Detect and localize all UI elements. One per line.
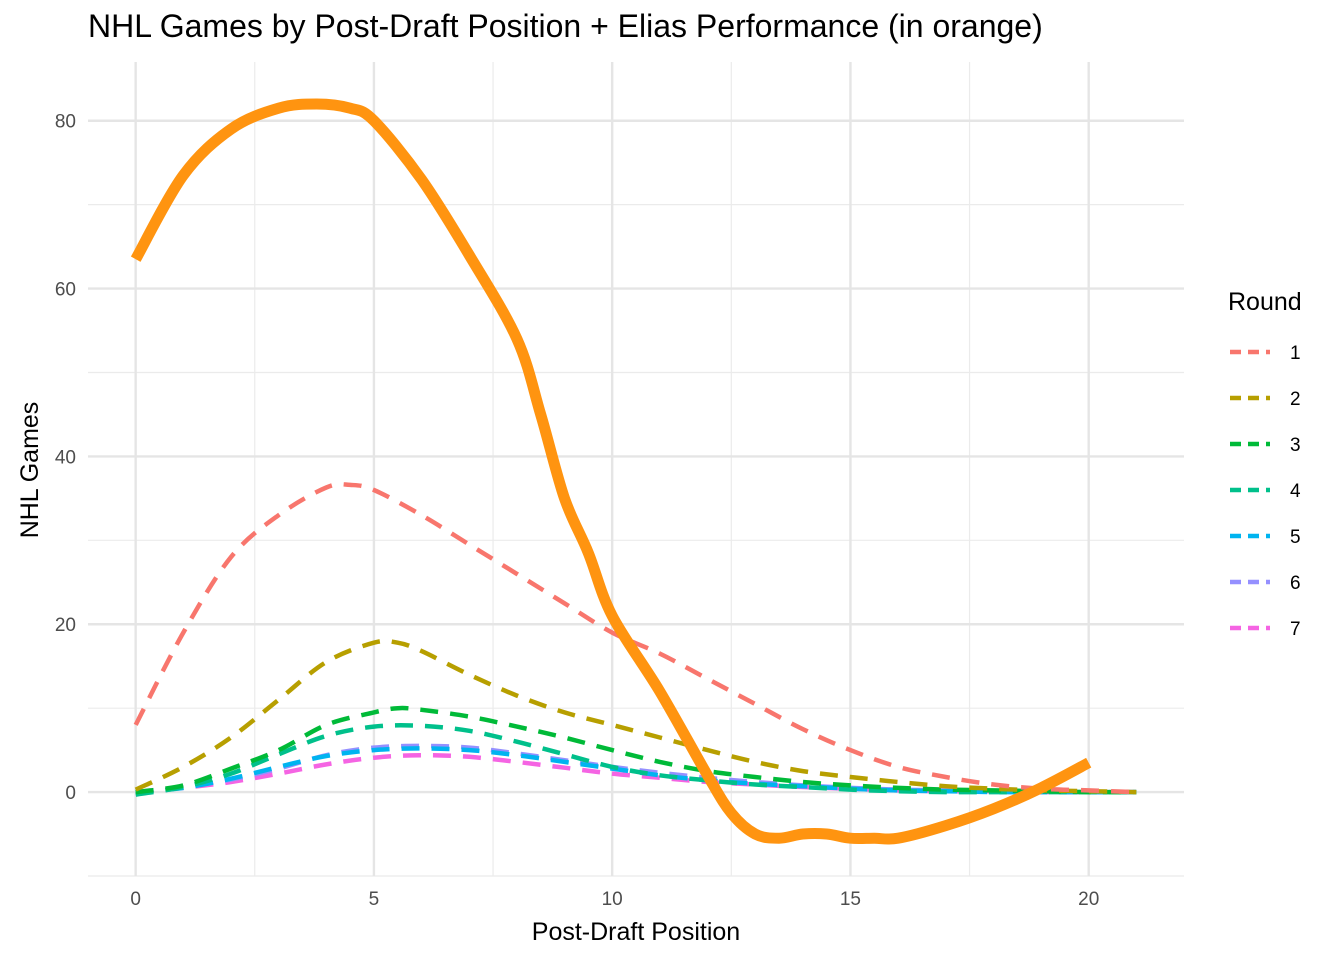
legend-label-round-7: 7 — [1290, 619, 1301, 640]
legend-label-round-4: 4 — [1290, 481, 1301, 502]
x-axis-title: Post-Draft Position — [532, 918, 740, 946]
y-axis-title: NHL Games — [16, 402, 44, 539]
legend-label-round-2: 2 — [1290, 389, 1301, 410]
x-tick-label: 10 — [602, 889, 623, 910]
legend-label-round-6: 6 — [1290, 573, 1301, 594]
y-tick-label: 20 — [55, 615, 76, 636]
legend-title: Round — [1228, 288, 1302, 316]
series-line-round-3 — [135, 705, 1137, 795]
x-tick-label: 15 — [840, 889, 861, 910]
x-tick-label: 20 — [1078, 889, 1099, 910]
series-line-round-2 — [134, 638, 1137, 795]
y-tick-label: 40 — [55, 447, 76, 468]
x-tick-label: 0 — [130, 889, 141, 910]
series-lines — [130, 98, 1137, 845]
chart-title: NHL Games by Post-Draft Position + Elias… — [88, 8, 1043, 44]
y-tick-label: 60 — [55, 280, 76, 301]
legend-label-round-5: 5 — [1290, 527, 1301, 548]
series-line-elias — [130, 98, 1092, 845]
y-tick-label: 80 — [55, 112, 76, 133]
legend: Round 1 2 3 4 5 6 7 — [1228, 288, 1302, 640]
x-tick-label: 5 — [369, 889, 380, 910]
grid — [88, 62, 1184, 877]
axes: 0 5 10 15 20 0 20 40 60 80 — [55, 112, 1099, 910]
legend-label-round-3: 3 — [1290, 435, 1301, 456]
y-tick-label: 0 — [65, 783, 76, 804]
legend-label-round-1: 1 — [1290, 343, 1301, 364]
series-line-round-4 — [135, 723, 1137, 797]
